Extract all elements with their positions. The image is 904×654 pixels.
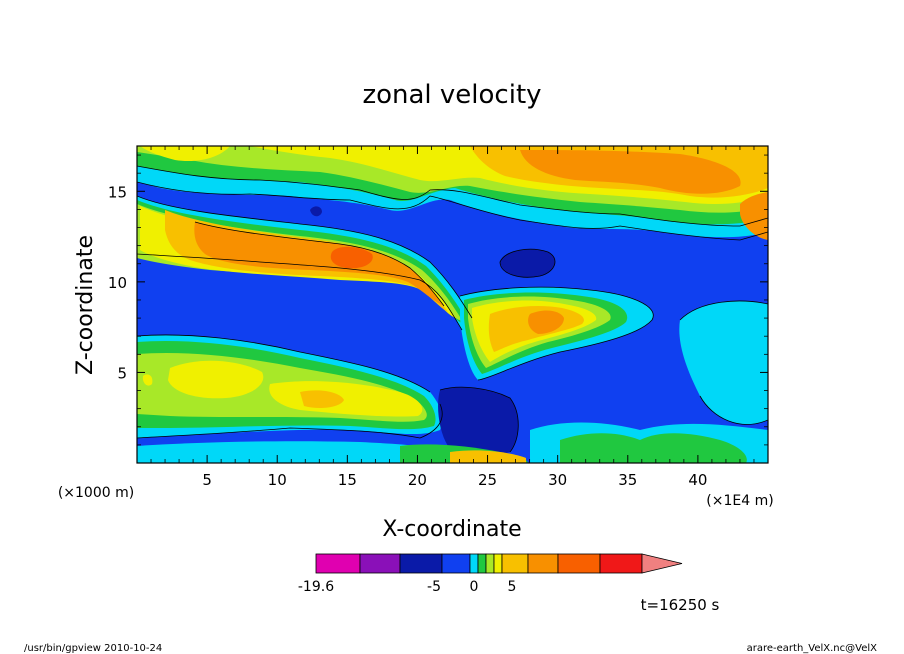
colorbar-extend-arrow	[641, 553, 683, 574]
region-low-easterly-core	[438, 387, 519, 456]
x-tick-label: 25	[478, 471, 497, 489]
colorbar-tick-label: 0	[470, 579, 479, 595]
footer-left: /usr/bin/gpview 2010-10-24	[24, 643, 162, 654]
region-westerly-orange	[194, 222, 444, 306]
x-axis-unit: (×1E4 m)	[706, 493, 773, 509]
region-right-orange	[740, 192, 768, 240]
region-low-yellow-1	[168, 360, 264, 399]
y-axis-title: Z-coordinate	[73, 235, 98, 375]
x-axis: 5 10 15 20 25 30 35 40	[150, 146, 755, 489]
plot-frame	[136, 145, 769, 464]
y-tick-label: 5	[117, 364, 127, 382]
region-low-yellow-2	[269, 381, 423, 417]
region-right-cyan	[679, 301, 768, 425]
colorbar-swatch	[501, 553, 529, 574]
colorbar-swatch	[477, 553, 487, 574]
contour-lines	[137, 165, 768, 453]
x-tick-label: 40	[688, 471, 707, 489]
chart-title: zonal velocity	[362, 80, 541, 110]
colorbar-tick-label: 5	[508, 579, 517, 595]
colorbar-tick-label: -5	[427, 579, 441, 595]
x-tick-label: 15	[338, 471, 357, 489]
x-tick-label: 20	[408, 471, 427, 489]
colorbar	[315, 553, 683, 574]
contour-field	[137, 146, 768, 463]
x-tick-label: 10	[268, 471, 287, 489]
x-tick-label: 5	[202, 471, 212, 489]
region-top-orange	[520, 150, 741, 194]
colorbar-swatch	[399, 553, 443, 574]
colorbar-swatch	[493, 553, 503, 574]
x-tick-label: 30	[548, 471, 567, 489]
colorbar-swatch	[315, 553, 361, 574]
region-bottom-green	[560, 433, 747, 463]
y-tick-label: 15	[108, 183, 127, 201]
x-axis-title: X-coordinate	[382, 517, 521, 542]
colorbar-swatch	[469, 553, 479, 574]
colorbar-ticks: -19.6 -5 0 5	[298, 579, 517, 595]
colorbar-swatch	[359, 553, 401, 574]
region-low-edge-yellow	[142, 374, 153, 386]
colorbar-tick-label: -19.6	[298, 579, 334, 595]
region-bottom-left-cyan	[137, 441, 450, 463]
time-label: t=16250 s	[641, 596, 720, 614]
region-westerly-core	[330, 246, 373, 269]
y-axis-unit: (×1000 m)	[58, 485, 134, 501]
y-axis: 5 10 15	[108, 154, 768, 446]
colorbar-swatch	[527, 553, 559, 574]
colorbar-swatch	[557, 553, 601, 574]
region-tongue-orange	[528, 310, 564, 334]
y-tick-label: 10	[108, 274, 127, 292]
colorbar-swatch	[441, 553, 471, 574]
x-tick-label: 35	[618, 471, 637, 489]
colorbar-swatch	[485, 553, 495, 574]
colorbar-swatch	[599, 553, 643, 574]
footer-right: arare-earth_VelX.nc@VelX	[747, 643, 878, 654]
region-small-easterly	[310, 206, 322, 217]
region-easterly-blob	[500, 249, 555, 278]
region-low-gold	[300, 390, 344, 408]
